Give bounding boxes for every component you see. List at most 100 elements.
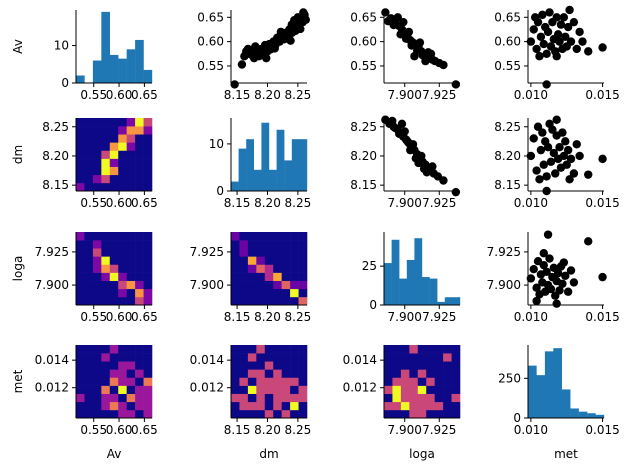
heatmap-cell [126,166,136,176]
heatmap-cell [126,385,136,394]
heatmap-cell [109,401,119,411]
heatmap-cell [84,353,94,362]
scatter-point [552,299,561,308]
heatmap-cell [384,385,393,394]
heatmap-cell [409,361,419,370]
y-tick-label: 8.20 [350,149,377,163]
heatmap-cell [256,377,266,386]
x-tick-label: 7.900 [388,423,422,437]
heatmap-cell [76,345,85,354]
scatter-point [408,140,418,149]
heatmap-cell [434,377,444,386]
heatmap-cell [76,126,85,135]
heatmap-cell [290,369,299,378]
heatmap-cell [239,256,249,265]
heatmap-cell [273,361,282,370]
scatter-point [539,39,548,49]
scatter-point [572,44,581,54]
heatmap-cell [400,409,410,419]
heatmap-cell [135,240,144,249]
hist-bar [284,160,292,191]
heatmap-cell [392,377,402,386]
scatter-point [419,164,429,174]
xlabel-dm: dm [259,447,278,461]
hist-bar [444,297,453,305]
x-tick-label: 7.900 [388,310,422,324]
x-tick-label: 0.65 [131,310,158,324]
scatter-point [561,32,570,41]
heatmap-cell [143,409,153,419]
heatmap-cell [417,345,427,354]
heatmap-cell [231,240,240,249]
heatmap-cell [143,296,153,306]
heatmap-cell [434,385,444,394]
heatmap-cell [290,377,299,386]
heatmap-cell [143,401,153,411]
heatmap-cell [392,361,402,370]
scatter-point [555,143,564,152]
scatter-point [542,49,551,58]
scatter-point [552,13,561,22]
scatter-point [538,10,547,20]
heatmap-cell [290,393,299,403]
heatmap-cell [92,150,102,159]
scatter-point [299,8,308,17]
y-tick-label: 0.014 [190,353,224,367]
heatmap-cell [264,248,274,257]
heatmap-cell [126,174,136,184]
heatmap-cell [101,158,111,167]
y-tick-label: 8.25 [494,120,521,134]
heatmap-cell [426,369,435,378]
heatmap-cell [409,401,419,411]
heatmap-cell [76,393,85,403]
heatmap-cell [143,232,153,241]
heatmap-cell [392,345,402,354]
heatmap-cell [247,385,257,394]
heatmap-cell [118,393,127,403]
heatmap-cell [76,385,85,394]
heatmap-cell [76,248,85,257]
heatmap-cell [143,166,153,176]
heatmap-cell [290,353,299,362]
scatter-point [399,17,408,27]
heatmap-cell [109,158,119,167]
heatmap-cell [109,142,119,151]
scatter-point [529,264,538,274]
heatmap-cell [273,369,282,378]
heatmap-cell [290,272,299,281]
y-tick-label: 7.925 [190,245,224,259]
heatmap-cell [264,264,274,273]
scatter-point [569,17,579,27]
heatmap-cell [109,134,119,143]
hist-bar [595,414,605,418]
heatmap-cell [101,174,111,184]
heatmap-cell [247,353,257,362]
y-tick-label: 0.55 [197,59,224,73]
ylabel-dm: dm [11,145,25,164]
scatter-point [404,27,414,37]
hist-bar [414,238,423,305]
panel-loga-vs-loga: 7.900 7.925 0 25 [362,232,461,324]
heatmap-cell [118,150,127,159]
heatmap-cell [118,296,127,306]
heatmap-cell [298,240,308,249]
heatmap-cell [92,264,102,273]
heatmap-cell [135,377,144,386]
heatmap-cell [126,409,136,419]
heatmap-cell [109,288,119,298]
scatter-point [551,169,560,178]
scatter-point [270,44,279,53]
hist-bar [452,297,461,305]
heatmap-cell [264,288,274,298]
heatmap-cell [92,272,102,281]
scatter-point [421,56,430,66]
x-tick-label: 0.015 [585,88,619,102]
heatmap-cell [109,296,119,306]
x-tick-label: 0.010 [514,310,548,324]
hist-bar [391,239,400,305]
scatter-point [545,254,554,263]
heatmap-cell [76,150,85,159]
heatmap-cell [118,158,127,167]
hist-bar [578,411,588,418]
